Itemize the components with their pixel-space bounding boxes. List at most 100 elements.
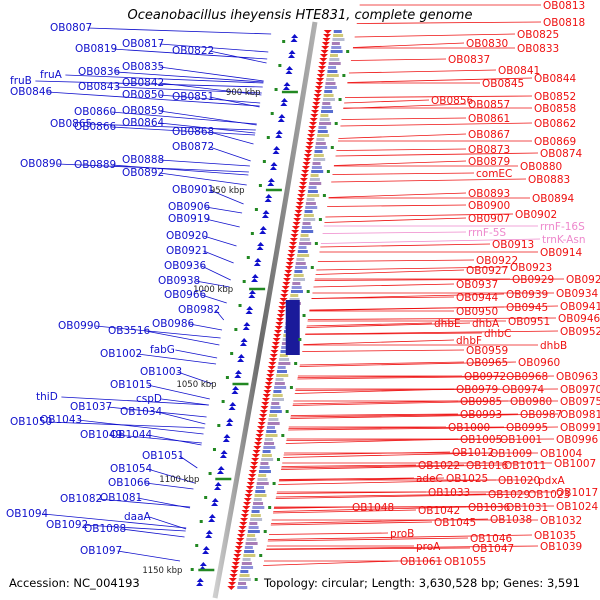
function-block bbox=[257, 478, 268, 481]
left-gene-label-ob0966: OB0966 bbox=[164, 289, 207, 301]
right-strand-feature bbox=[317, 70, 326, 74]
right-connector bbox=[332, 172, 475, 175]
minor-tick bbox=[221, 400, 225, 403]
right-gene-label-ob0972: OB0972 bbox=[464, 371, 506, 383]
function-block bbox=[313, 154, 324, 157]
right-gene-label-pdxa: pdxA bbox=[538, 475, 566, 487]
function-block bbox=[262, 450, 271, 453]
right-gene-label-ob1048: OB1048 bbox=[352, 502, 394, 514]
right-gene-label-ob1001: OB1001 bbox=[500, 434, 542, 446]
right-strand-feature bbox=[264, 386, 273, 390]
right-gene-label-ob1011: OB1011 bbox=[504, 460, 546, 472]
right-connector bbox=[297, 375, 555, 380]
minor-tick bbox=[204, 496, 208, 499]
right-gene-label-comec: comEC bbox=[476, 168, 512, 180]
left-gene-label-ob1002: OB1002 bbox=[100, 348, 142, 360]
minor-tick bbox=[322, 194, 326, 197]
topology-text: Topology: circular; Length: 3,630,528 bp… bbox=[264, 576, 580, 590]
right-gene-label-ob0939: OB0939 bbox=[506, 289, 548, 301]
left-gene-label-frua: fruA bbox=[40, 69, 63, 81]
right-connector bbox=[324, 217, 467, 223]
function-block bbox=[243, 554, 256, 557]
left-connector bbox=[159, 110, 257, 126]
right-strand-feature bbox=[285, 262, 294, 266]
right-gene-label-ob0993: OB0993 bbox=[460, 409, 502, 421]
right-gene-label-ob0923: OB0923 bbox=[510, 262, 552, 274]
left-strand-feature bbox=[211, 502, 219, 506]
right-connector bbox=[328, 192, 467, 198]
function-block bbox=[321, 110, 334, 113]
left-strand-feature bbox=[287, 54, 295, 58]
function-block bbox=[327, 70, 338, 73]
right-strand-feature bbox=[246, 486, 255, 490]
right-strand-feature bbox=[264, 382, 273, 386]
right-gene-label-ob0979: OB0979 bbox=[456, 384, 498, 396]
right-strand-feature bbox=[302, 162, 311, 166]
right-strand-feature bbox=[307, 130, 316, 134]
left-gene-label-ob1015: OB1015 bbox=[110, 379, 152, 391]
left-strand-feature bbox=[253, 262, 261, 266]
scale-label: 1000 kbp bbox=[193, 285, 233, 295]
right-gene-label-ob1038: OB1038 bbox=[490, 514, 532, 526]
minor-tick bbox=[346, 50, 350, 53]
right-gene-label-ob1005: OB1005 bbox=[460, 434, 502, 446]
right-strand-feature bbox=[295, 206, 304, 210]
right-strand-feature bbox=[255, 434, 264, 438]
minor-tick bbox=[199, 520, 203, 523]
left-gene-label-ob0851: OB0851 bbox=[172, 91, 214, 103]
right-strand-feature bbox=[258, 418, 267, 422]
right-gene-label-ob0913: OB0913 bbox=[492, 239, 534, 251]
left-connector bbox=[117, 434, 202, 444]
minor-tick bbox=[278, 64, 282, 67]
right-strand-feature bbox=[279, 298, 288, 302]
right-connector bbox=[275, 493, 487, 498]
left-connector bbox=[137, 497, 191, 509]
right-connector bbox=[314, 278, 565, 281]
function-block bbox=[259, 466, 270, 469]
left-gene-label-ob0859: OB0859 bbox=[122, 105, 164, 117]
right-gene-label-ob0929: OB0929 bbox=[512, 274, 554, 286]
left-gene-label-ob1043: OB1043 bbox=[40, 414, 82, 426]
left-gene-label-ob1034: OB1034 bbox=[120, 406, 163, 418]
function-block bbox=[247, 534, 256, 537]
function-block bbox=[333, 30, 342, 33]
function-block bbox=[298, 246, 307, 249]
left-connector bbox=[35, 80, 263, 88]
function-block bbox=[309, 178, 320, 181]
function-block bbox=[239, 574, 250, 577]
left-connector bbox=[137, 353, 217, 365]
right-connector bbox=[336, 148, 467, 151]
left-connector bbox=[145, 330, 220, 346]
minor-tick bbox=[334, 122, 338, 125]
right-strand-feature bbox=[315, 82, 324, 86]
function-block bbox=[279, 358, 290, 361]
left-connector bbox=[209, 50, 267, 64]
function-block bbox=[277, 366, 286, 369]
function-block bbox=[266, 430, 277, 433]
right-connector bbox=[350, 58, 447, 61]
right-gene-label-ob0959: OB0959 bbox=[466, 345, 508, 357]
right-connector bbox=[266, 547, 471, 550]
right-connector bbox=[278, 479, 497, 485]
scale-label: 1050 kbp bbox=[176, 380, 216, 390]
right-strand-feature bbox=[289, 238, 298, 242]
function-block bbox=[293, 278, 306, 281]
left-connector bbox=[111, 164, 249, 176]
minor-tick bbox=[254, 578, 258, 581]
left-gene-label-ob1097: OB1097 bbox=[80, 545, 122, 557]
left-connector bbox=[159, 66, 264, 82]
left-connector bbox=[43, 513, 187, 529]
left-gene-label-cspd: cspD bbox=[136, 393, 162, 405]
function-block bbox=[302, 222, 311, 225]
function-block bbox=[316, 138, 325, 141]
right-gene-label-ob0813: OB0813 bbox=[543, 0, 585, 12]
right-strand-feature bbox=[309, 122, 318, 126]
left-strand-feature bbox=[237, 354, 245, 358]
left-strand-feature bbox=[290, 38, 298, 42]
minor-tick bbox=[208, 472, 212, 475]
right-strand-feature bbox=[318, 66, 327, 70]
right-strand-feature bbox=[311, 106, 320, 110]
right-strand-feature bbox=[256, 430, 265, 434]
left-gene-label-ob0921: OB0921 bbox=[166, 245, 208, 257]
left-strand-feature bbox=[259, 226, 267, 230]
